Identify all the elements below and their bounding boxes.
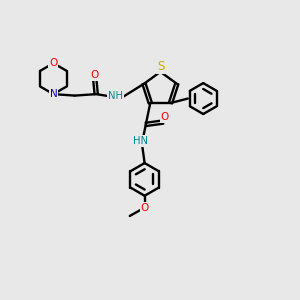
Text: O: O [49, 58, 58, 68]
Text: HN: HN [133, 136, 148, 146]
Text: O: O [160, 112, 169, 122]
Text: N: N [50, 89, 57, 99]
Text: NH: NH [108, 91, 123, 100]
Text: O: O [140, 202, 149, 213]
Text: S: S [157, 60, 165, 73]
Text: O: O [91, 70, 99, 80]
